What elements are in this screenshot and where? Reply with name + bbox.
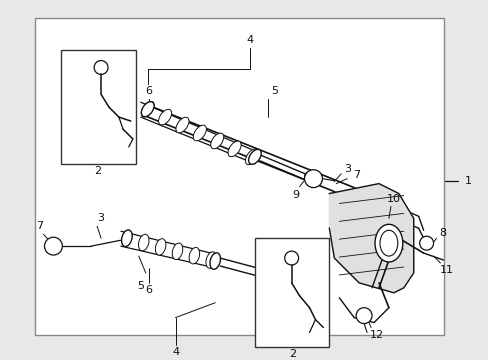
Ellipse shape	[122, 230, 132, 247]
Text: 3: 3	[98, 213, 104, 223]
Text: 2: 2	[94, 166, 102, 176]
Text: 5: 5	[137, 281, 144, 291]
Ellipse shape	[189, 247, 199, 264]
Ellipse shape	[210, 133, 224, 149]
Ellipse shape	[209, 253, 220, 269]
Circle shape	[419, 236, 433, 250]
Ellipse shape	[176, 117, 189, 133]
Text: 6: 6	[145, 285, 152, 295]
Text: 10: 10	[386, 194, 400, 203]
Polygon shape	[329, 184, 413, 293]
Ellipse shape	[158, 109, 171, 125]
Text: 2: 2	[288, 349, 296, 359]
Ellipse shape	[374, 224, 402, 262]
Circle shape	[44, 237, 62, 255]
Circle shape	[304, 172, 314, 182]
Ellipse shape	[205, 252, 216, 268]
Ellipse shape	[379, 230, 397, 256]
Circle shape	[94, 60, 108, 75]
Ellipse shape	[141, 101, 154, 117]
Ellipse shape	[172, 243, 183, 260]
Bar	[35, 18, 444, 336]
Text: 1: 1	[464, 176, 471, 186]
Ellipse shape	[141, 102, 154, 117]
Circle shape	[355, 308, 371, 324]
Circle shape	[304, 170, 322, 188]
Text: 4: 4	[172, 347, 179, 357]
Ellipse shape	[248, 149, 261, 164]
Ellipse shape	[245, 149, 258, 165]
Text: 5: 5	[271, 86, 278, 96]
Bar	[254, 238, 329, 347]
Text: 9: 9	[291, 189, 299, 199]
Ellipse shape	[138, 234, 149, 251]
Ellipse shape	[227, 141, 241, 157]
Ellipse shape	[193, 125, 206, 141]
Bar	[61, 50, 136, 164]
Text: 6: 6	[145, 86, 152, 96]
Ellipse shape	[122, 230, 132, 247]
Ellipse shape	[155, 239, 165, 255]
Text: 12: 12	[369, 330, 383, 341]
Text: 4: 4	[246, 35, 253, 45]
Text: 7: 7	[36, 221, 43, 231]
Circle shape	[284, 251, 298, 265]
Text: 7: 7	[352, 170, 359, 180]
Text: 11: 11	[439, 265, 452, 275]
Text: 3: 3	[343, 164, 350, 174]
Text: 8: 8	[438, 228, 445, 238]
